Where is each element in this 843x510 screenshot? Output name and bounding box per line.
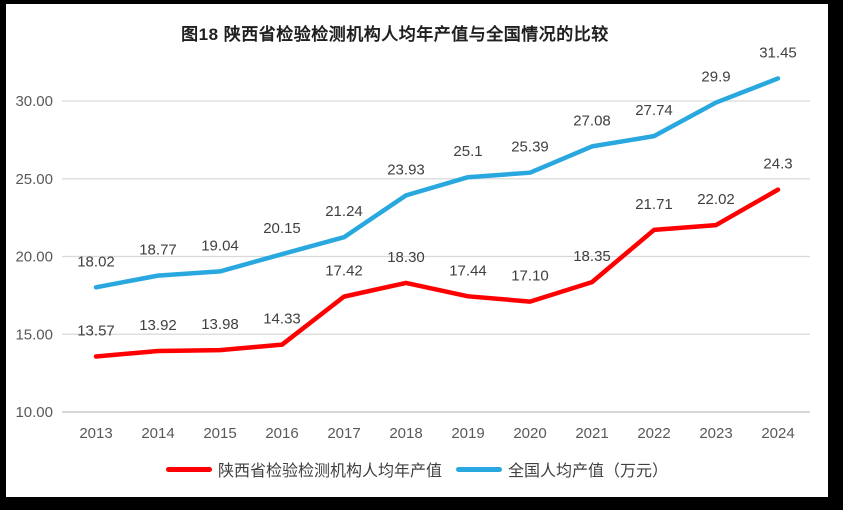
y-axis-tick-label: 25.00 [15, 171, 53, 188]
data-point-label: 19.04 [201, 237, 239, 254]
x-axis-tick-label: 2021 [575, 425, 608, 442]
data-point-label: 18.77 [139, 242, 177, 259]
data-point-label: 18.30 [387, 249, 425, 266]
series-line [93, 187, 781, 359]
y-axis-tick-label: 20.00 [15, 249, 53, 266]
data-point-label: 21.71 [635, 196, 673, 213]
data-point-label: 17.10 [511, 268, 549, 285]
chart-legend: 陕西省检验检测机构人均年产值 全国人均产值（万元） [6, 457, 828, 481]
x-axis-tick-label: 2013 [79, 425, 112, 442]
x-axis-tick-label: 2016 [265, 425, 298, 442]
data-point-label: 21.24 [325, 203, 363, 220]
data-point-label: 13.98 [201, 316, 239, 333]
x-axis-tick-label: 2017 [327, 425, 360, 442]
x-axis-tick-label: 2018 [389, 425, 422, 442]
y-axis-tick-label: 10.00 [15, 404, 53, 421]
x-axis-tick-label: 2020 [513, 425, 546, 442]
x-axis-tick-label: 2023 [699, 425, 732, 442]
series-line [93, 76, 781, 290]
x-axis-tick-label: 2015 [203, 425, 236, 442]
data-point-label: 23.93 [387, 161, 425, 178]
line-chart-plot: 10.00 15.00 20.00 25.00 30.00 2013 2014 2015 201… [15, 44, 810, 442]
data-point-label: 18.35 [573, 248, 611, 265]
data-point-label: 31.45 [759, 44, 797, 61]
data-point-label: 29.9 [701, 69, 730, 86]
x-axis-tick-label: 2024 [761, 425, 794, 442]
data-point-label: 17.42 [325, 263, 363, 280]
legend-label-national: 全国人均产值（万元） [508, 463, 669, 480]
legend-item-national: 全国人均产值（万元） [456, 457, 668, 481]
data-point-label: 13.57 [77, 322, 115, 339]
data-point-label: 13.92 [139, 317, 177, 334]
x-axis-tick-label: 2022 [637, 425, 670, 442]
legend-label-shaanxi: 陕西省检验检测机构人均年产值 [217, 463, 442, 480]
legend-item-shaanxi: 陕西省检验检测机构人均年产值 [165, 457, 442, 481]
chart-page: 图18 陕西省检验检测机构人均年产值与全国情况的比较 10.00 15.00 20.… [6, 4, 828, 497]
data-point-label: 18.02 [77, 253, 115, 270]
data-point-label: 22.02 [697, 191, 735, 208]
data-point-label: 14.33 [263, 311, 301, 328]
data-point-label: 27.74 [635, 102, 673, 119]
data-point-label: 25.39 [511, 139, 549, 156]
data-point-label: 25.1 [453, 143, 482, 160]
data-point-label: 20.15 [263, 220, 301, 237]
y-axis-tick-label: 15.00 [15, 326, 53, 343]
x-axis-tick-label: 2014 [141, 425, 174, 442]
blue-line-swatch-icon [456, 466, 502, 472]
data-point-label: 24.3 [763, 156, 792, 173]
chart-title: 图18 陕西省检验检测机构人均年产值与全国情况的比较 [181, 25, 609, 44]
red-line-swatch-icon [165, 466, 212, 472]
y-axis-tick-label: 30.00 [15, 93, 53, 110]
data-point-label: 17.44 [449, 262, 487, 279]
data-point-label: 27.08 [573, 112, 611, 129]
x-axis-tick-label: 2019 [451, 425, 484, 442]
